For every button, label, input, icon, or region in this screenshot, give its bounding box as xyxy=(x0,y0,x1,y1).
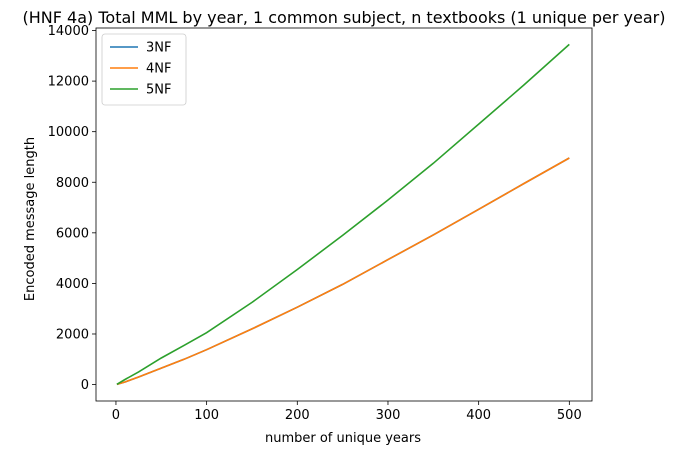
plot-area xyxy=(95,27,593,402)
y-axis-label: Encoded message length xyxy=(23,137,38,301)
legend-box xyxy=(101,33,187,106)
legend-label-3nf: 3NF xyxy=(146,41,171,56)
y-tick-label: 14000 xyxy=(48,24,89,39)
legend-label-4nf: 4NF xyxy=(146,62,171,77)
x-tick-label: 300 xyxy=(376,408,401,423)
axes-frame xyxy=(95,27,593,402)
x-axis-label: number of unique years xyxy=(265,431,421,446)
y-tick-label: 0 xyxy=(81,378,89,393)
series-line-4nf xyxy=(116,157,570,386)
x-axis: 0 100 200 300 400 500 xyxy=(112,401,582,423)
x-tick-label: 400 xyxy=(466,408,491,423)
chart-title: (HNF 4a) Total MML by year, 1 common sub… xyxy=(23,8,666,27)
series-line-3nf xyxy=(116,157,570,386)
legend-label-5nf: 5NF xyxy=(146,83,171,98)
legend: 3NF 4NF 5NF xyxy=(101,33,187,106)
y-tick-label: 4000 xyxy=(56,277,89,292)
y-axis: 0 2000 4000 6000 8000 10000 12000 14000 xyxy=(48,24,96,393)
x-tick-label: 100 xyxy=(194,408,219,423)
x-tick-label: 0 xyxy=(112,408,120,423)
y-tick-label: 2000 xyxy=(56,327,89,342)
y-tick-label: 10000 xyxy=(48,125,89,140)
y-tick-label: 8000 xyxy=(56,176,89,191)
y-tick-label: 12000 xyxy=(48,75,89,90)
x-tick-label: 500 xyxy=(557,408,582,423)
x-tick-label: 200 xyxy=(285,408,310,423)
series-line-5nf xyxy=(116,43,570,385)
y-tick-label: 6000 xyxy=(56,226,89,241)
